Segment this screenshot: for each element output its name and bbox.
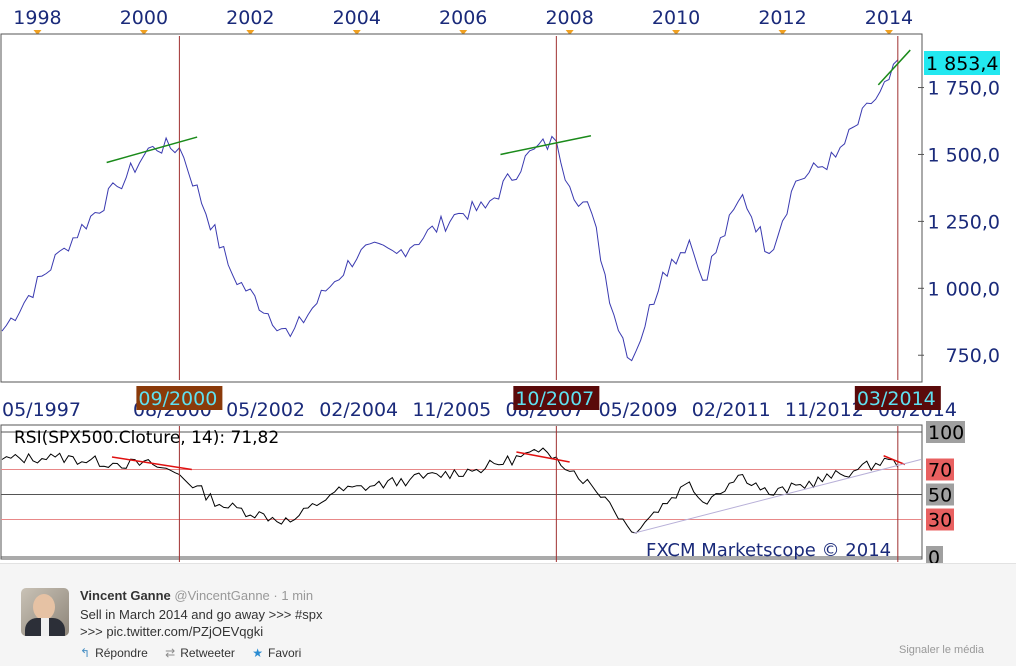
retweet-label: Retweeter: [180, 646, 235, 660]
rsi-level-tag: [926, 458, 954, 481]
favorite-label: Favori: [268, 646, 302, 660]
marker-date-tag: [136, 386, 223, 410]
year-tick-marker: [352, 30, 361, 35]
marker-date-tag: [854, 386, 941, 410]
reply-button[interactable]: ↰ Répondre: [80, 646, 148, 660]
tweet-text-line1: Sell in March 2014 and go away >>> #spx: [80, 607, 323, 622]
price-tick-label: 1 750,0: [927, 78, 1000, 100]
top-year-label: 2014: [865, 7, 913, 29]
price-series-line: [1, 59, 899, 362]
marker-date-label: 10/2007: [515, 388, 594, 410]
marker-date-label: 09/2000: [138, 388, 217, 410]
peak-trendline: [877, 49, 911, 86]
marker-date-label: 03/2014: [857, 388, 936, 410]
retweet-icon: ⇄: [165, 646, 176, 660]
date-axis-label: 02/2004: [319, 399, 398, 421]
chart-canvas: 1998 2000 2002 2004 2006 2008 2010 2012 2014 1 7…: [0, 7, 1000, 569]
price-tick-label: 1 000,0: [927, 278, 1000, 300]
year-tick-marker: [672, 30, 681, 35]
top-year-label: 1998: [13, 7, 61, 29]
peak-trendline: [106, 136, 198, 164]
date-axis-label: 05/1997: [2, 399, 81, 421]
price-tick-label: 1 500,0: [927, 144, 1000, 166]
year-tick-marker: [33, 30, 42, 35]
reply-arrow-icon: ↰: [80, 646, 91, 660]
top-year-axis: 1998 2000 2002 2004 2006 2008 2010 2012 2014: [13, 7, 913, 35]
top-year-label: 2010: [652, 7, 700, 29]
date-axis-label: 02/2011: [692, 399, 771, 421]
top-year-label: 2006: [439, 7, 487, 29]
top-year-label: 2008: [545, 7, 593, 29]
rsi-support-line: [633, 459, 922, 534]
top-year-label: 2012: [758, 7, 806, 29]
spx-chart: 1998 2000 2002 2004 2006 2008 2010 2012 2014 1 7…: [0, 7, 1000, 569]
rsi-level-label: 100: [928, 422, 964, 444]
year-tick-marker: [139, 30, 148, 35]
top-year-label: 2004: [333, 7, 381, 29]
top-year-label: 2000: [120, 7, 168, 29]
year-tick-marker: [246, 30, 255, 35]
tweet-actions: ↰ Répondre ⇄ Retweeter ★ Favori: [80, 646, 315, 660]
price-panel: [0, 33, 923, 383]
rsi-divergence-line: [516, 451, 570, 463]
report-media-link[interactable]: Signaler le média: [899, 644, 984, 656]
date-axis-label: 11/2005: [412, 399, 491, 421]
year-tick-marker: [778, 30, 787, 35]
rsi-level-tag: [926, 483, 954, 506]
separator: ·: [273, 588, 278, 603]
watermark: FXCM Marketscope © 2014: [646, 540, 891, 561]
year-tick-marker: [565, 30, 574, 35]
price-tick-label: 1 250,0: [927, 211, 1000, 233]
avatar[interactable]: [21, 588, 69, 636]
price-axis: 1 750,0 1 500,0 1 250,0 1 000,0 750,0: [918, 78, 1000, 367]
reply-label: Répondre: [95, 646, 148, 660]
author-name[interactable]: Vincent Ganne: [80, 588, 171, 603]
favorite-button[interactable]: ★ Favori: [252, 646, 301, 660]
star-icon: ★: [252, 646, 263, 660]
peak-trendline: [500, 134, 592, 156]
current-price-tag: [924, 51, 1000, 75]
date-axis-label: 05/2009: [599, 399, 678, 421]
rsi-divergence-line: [883, 455, 906, 466]
author-handle[interactable]: @VincentGanne: [174, 588, 270, 603]
rsi-level-label: 70: [928, 460, 952, 482]
tweet-text-line2[interactable]: >>> pic.twitter.com/PZjOEVqgki: [80, 624, 264, 639]
price-tick-label: 750,0: [946, 345, 1000, 367]
rsi-title: RSI(SPX500.Cloture, 14): 71,82: [14, 428, 279, 448]
tweet-card[interactable]: Vincent Ganne @VincentGanne · 1 min Sell…: [0, 563, 1016, 666]
rsi-level-axis: 100 70 50 30 0: [926, 421, 965, 569]
tweet-author: Vincent Ganne @VincentGanne · 1 min: [80, 588, 313, 603]
current-price-label: 1 853,4: [926, 53, 999, 75]
rsi-divergence-line: [111, 456, 192, 471]
rsi-panel: [0, 424, 923, 560]
top-year-label: 2002: [226, 7, 274, 29]
rsi-level-tag: [926, 421, 965, 443]
marker-date-tag: [513, 386, 600, 410]
rsi-level-tag: [926, 508, 954, 531]
tweet-text: Sell in March 2014 and go away >>> #spx …: [80, 606, 322, 640]
year-tick-marker: [459, 30, 468, 35]
date-axis-label: 05/2002: [226, 399, 305, 421]
date-axis-label: 11/2012: [785, 399, 864, 421]
rsi-level-label: 50: [928, 485, 952, 507]
rsi-level-label: 0: [928, 547, 940, 563]
rsi-level-label: 30: [928, 510, 952, 532]
rsi-level-tag: [926, 546, 943, 568]
tweet-time[interactable]: 1 min: [281, 588, 314, 603]
year-tick-marker: [884, 30, 893, 35]
retweet-button[interactable]: ⇄ Retweeter: [165, 646, 235, 660]
